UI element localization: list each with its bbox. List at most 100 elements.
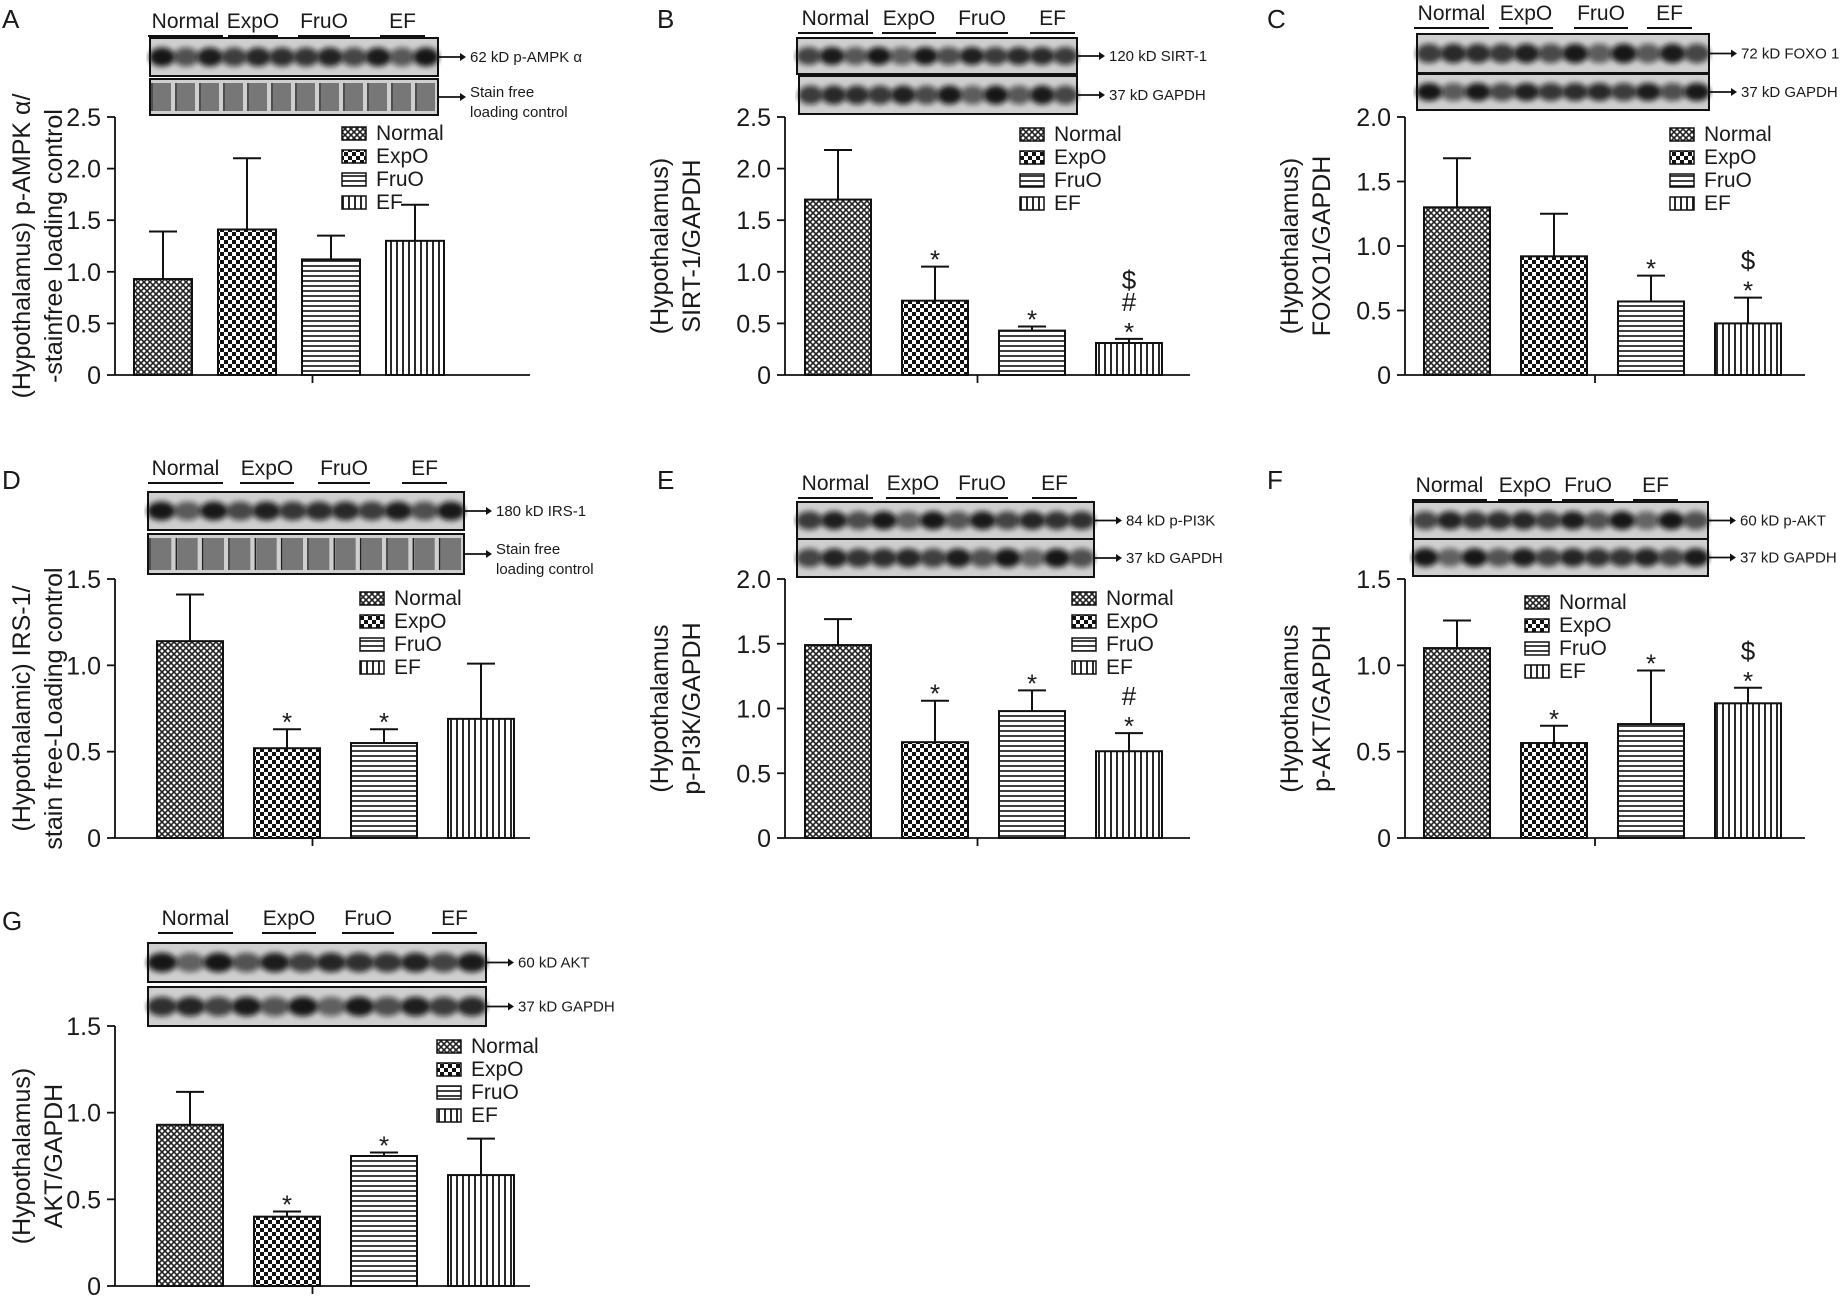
y-axis-label: FOXO1/GAPDH xyxy=(1308,156,1336,337)
bar-expo xyxy=(253,747,321,839)
legend-label: FruO xyxy=(1054,169,1102,192)
lane-label: EF xyxy=(411,457,438,480)
bar-ef xyxy=(1714,322,1782,376)
significance-mark: # xyxy=(1122,287,1137,317)
y-axis-label: -stainfree loading control xyxy=(40,109,68,383)
blot-band xyxy=(456,996,487,1017)
stain-lane xyxy=(417,83,435,111)
significance-mark: * xyxy=(1027,668,1037,698)
blot-band xyxy=(287,952,318,973)
legend-swatch xyxy=(1071,614,1097,629)
blot-band xyxy=(341,47,367,67)
stain-lane xyxy=(440,538,461,570)
blot-label: 37 kD GAPDH xyxy=(1109,87,1206,104)
legend-label: EF xyxy=(1704,192,1731,215)
blot-label: loading control xyxy=(470,104,568,121)
blot-band xyxy=(1018,548,1046,568)
blot-label: 72 kD FOXO 1 xyxy=(1741,46,1839,63)
lane-label: ExpO xyxy=(883,7,936,30)
blot-band xyxy=(1068,548,1095,568)
blot-band xyxy=(919,511,947,530)
significance-mark: * xyxy=(1743,276,1753,306)
bar-expo xyxy=(1520,255,1588,377)
significance-mark: * xyxy=(282,1189,292,1219)
y-tick-label: 1.0 xyxy=(1356,652,1391,680)
bar-fruo xyxy=(1617,723,1685,839)
blot-band xyxy=(1464,83,1492,101)
legend-label: EF xyxy=(394,656,421,679)
blot-band xyxy=(1586,43,1613,64)
significance-mark: * xyxy=(379,707,389,737)
lane-label: FruO xyxy=(300,10,348,33)
legend-swatch xyxy=(1669,173,1695,188)
blot-band xyxy=(1682,511,1710,530)
blot-band xyxy=(344,952,375,973)
blot-band xyxy=(1610,83,1638,101)
blot-band xyxy=(819,47,845,65)
legend-label: EF xyxy=(1559,660,1586,683)
lane-label: EF xyxy=(389,10,416,33)
legend-swatch xyxy=(1524,618,1550,633)
lane-label: FruO xyxy=(958,7,1006,30)
blot-band xyxy=(175,952,206,973)
blot-band xyxy=(259,996,290,1017)
blot-band xyxy=(1562,43,1589,64)
blot-band xyxy=(293,47,319,67)
blot-arrow-head xyxy=(460,53,466,61)
y-tick-label: 1.5 xyxy=(736,631,771,659)
bar-fruo xyxy=(350,742,418,839)
legend-label: FruO xyxy=(471,1081,519,1104)
blot-band xyxy=(1633,511,1660,530)
significance-mark: * xyxy=(1124,317,1134,347)
significance-mark: * xyxy=(282,707,292,737)
bar-expo xyxy=(901,299,969,377)
y-tick-label: 1.5 xyxy=(66,566,101,594)
lane-label: Normal xyxy=(1416,474,1484,497)
bar-fruo xyxy=(998,710,1066,840)
blot-band xyxy=(1485,548,1513,567)
lane-label: FruO xyxy=(344,907,392,930)
blot-band xyxy=(1029,85,1055,105)
blot-band xyxy=(252,501,281,521)
blot-band xyxy=(1464,43,1492,64)
blot-band xyxy=(410,501,439,521)
blot-band xyxy=(331,501,360,521)
y-axis-label: (Hypothalamic) IRS-1/ xyxy=(8,586,36,832)
blot-band xyxy=(1416,83,1443,101)
y-tick-label: 0.5 xyxy=(736,310,771,338)
blot-band xyxy=(400,952,431,973)
panel-letter: A xyxy=(2,4,20,34)
blot-label: 37 kD GAPDH xyxy=(1741,84,1838,101)
blot-label: 180 kD IRS-1 xyxy=(496,503,586,520)
blot-band xyxy=(1683,83,1711,101)
blot-band xyxy=(344,996,375,1017)
y-tick-label: 2.5 xyxy=(736,104,771,132)
significance-mark: * xyxy=(1124,711,1134,741)
blot-band xyxy=(365,47,391,67)
blot-band xyxy=(936,47,962,65)
blot-band xyxy=(1683,43,1711,64)
blot-label: 62 kD p-AMPK α xyxy=(470,49,582,66)
blot-band xyxy=(316,996,347,1017)
y-tick-label: 0 xyxy=(1377,362,1391,390)
blot-band xyxy=(1412,511,1439,530)
stain-lane xyxy=(230,538,251,570)
legend-swatch xyxy=(1071,637,1097,652)
lane-label: EF xyxy=(1039,7,1066,30)
lane-label: ExpO xyxy=(227,10,280,33)
y-axis-label: p-AKT/GAPDH xyxy=(1308,625,1336,792)
legend-swatch xyxy=(359,591,385,606)
stain-lane xyxy=(256,538,277,570)
y-tick-label: 0 xyxy=(87,825,101,853)
lane-label: ExpO xyxy=(241,457,294,480)
y-axis-label: AKT/GAPDH xyxy=(40,1084,68,1228)
stain-lane xyxy=(297,83,315,111)
lane-label: Normal xyxy=(1418,2,1486,25)
blot-arrow-head xyxy=(1730,516,1736,525)
blot-band xyxy=(870,548,897,568)
bar-fruo xyxy=(998,329,1066,376)
